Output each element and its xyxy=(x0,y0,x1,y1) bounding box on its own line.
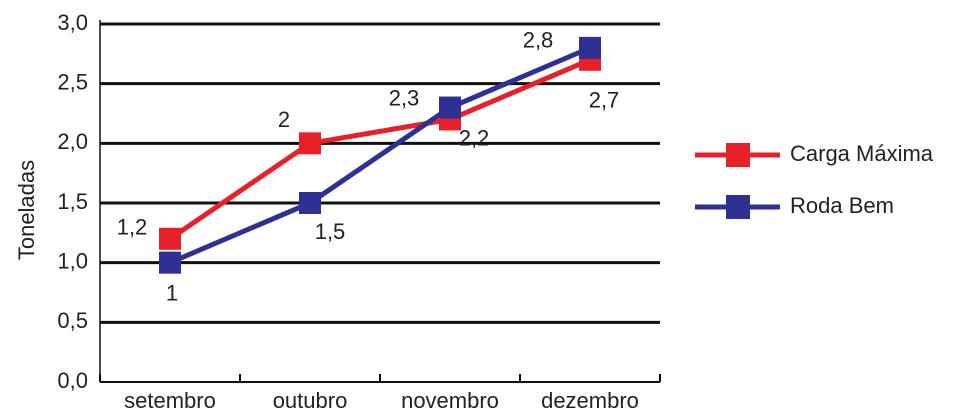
data-label: 2,2 xyxy=(459,125,490,150)
y-axis-label: Toneladas xyxy=(14,160,39,260)
point-marker xyxy=(439,96,461,119)
legend-marker xyxy=(726,143,750,167)
y-tick-label: 2,0 xyxy=(57,129,88,154)
legend-label: Carga Máxima xyxy=(790,141,934,166)
y-tick-label: 0,5 xyxy=(57,308,88,333)
x-tick-label: novembro xyxy=(401,388,499,412)
data-label: 2 xyxy=(278,107,290,132)
x-tick-label: outubro xyxy=(273,388,348,412)
data-label: 1,5 xyxy=(315,219,346,244)
data-label: 2,7 xyxy=(589,88,620,113)
point-marker xyxy=(159,227,181,250)
legend-marker xyxy=(726,195,750,219)
y-tick-label: 1,0 xyxy=(57,248,88,273)
point-marker xyxy=(299,132,321,155)
data-label: 1 xyxy=(166,280,178,305)
data-label: 1,2 xyxy=(117,215,148,240)
y-tick-label: 3,0 xyxy=(57,10,88,35)
y-tick-label: 1,5 xyxy=(57,189,88,214)
series-line xyxy=(168,57,591,241)
data-label: 2,8 xyxy=(523,28,554,53)
point-marker xyxy=(159,251,181,274)
legend-label: Roda Bem xyxy=(790,193,894,218)
data-label: 2,3 xyxy=(389,85,420,110)
x-tick-label: setembro xyxy=(124,388,216,412)
point-marker xyxy=(299,192,321,214)
y-tick-label: 0,0 xyxy=(57,368,88,393)
series-line xyxy=(169,45,591,265)
x-tick-label: dezembro xyxy=(541,388,639,412)
point-marker xyxy=(579,36,601,59)
y-tick-label: 2,5 xyxy=(57,69,88,94)
